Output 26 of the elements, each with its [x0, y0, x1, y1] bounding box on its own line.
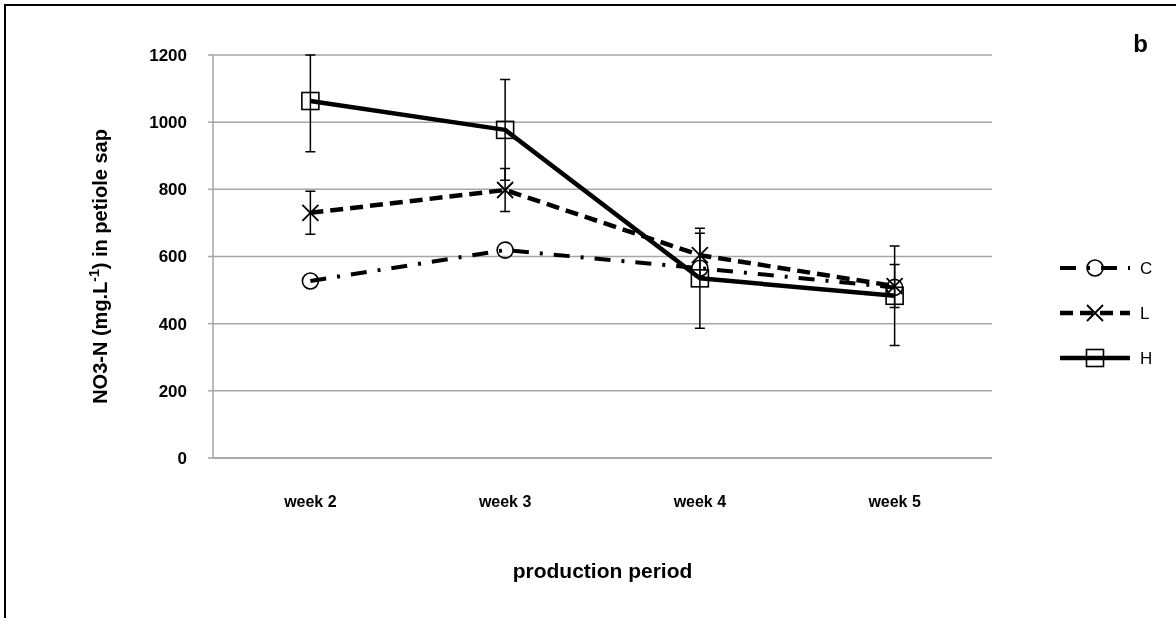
x-tick-label: week 3	[477, 493, 532, 510]
x-tick-label: week 2	[283, 493, 337, 510]
text: b	[1133, 30, 1148, 57]
legend-label: L	[1140, 303, 1150, 323]
point	[495, 120, 515, 140]
legend-label: H	[1140, 348, 1153, 368]
y-tick-label: 200	[158, 381, 187, 401]
x-tick-label: week 5	[867, 493, 921, 510]
point	[496, 241, 514, 259]
point	[690, 246, 709, 265]
legend-label: C	[1140, 258, 1153, 278]
y-tick-label: 600	[158, 247, 187, 267]
point	[301, 91, 320, 111]
point	[691, 259, 709, 278]
point	[301, 272, 320, 290]
x-axis-title: production period	[512, 559, 693, 582]
point	[301, 203, 320, 222]
x-tick-label: week 4	[672, 493, 727, 510]
y-tick-label: 1000	[149, 113, 187, 133]
point	[885, 286, 904, 306]
y-tick-label: 0	[177, 448, 187, 468]
y-tick-label: 1200	[149, 45, 187, 65]
y-tick-label: 400	[158, 314, 187, 334]
y-tick-label: 800	[158, 180, 187, 200]
point	[496, 181, 515, 199]
point	[690, 269, 710, 288]
